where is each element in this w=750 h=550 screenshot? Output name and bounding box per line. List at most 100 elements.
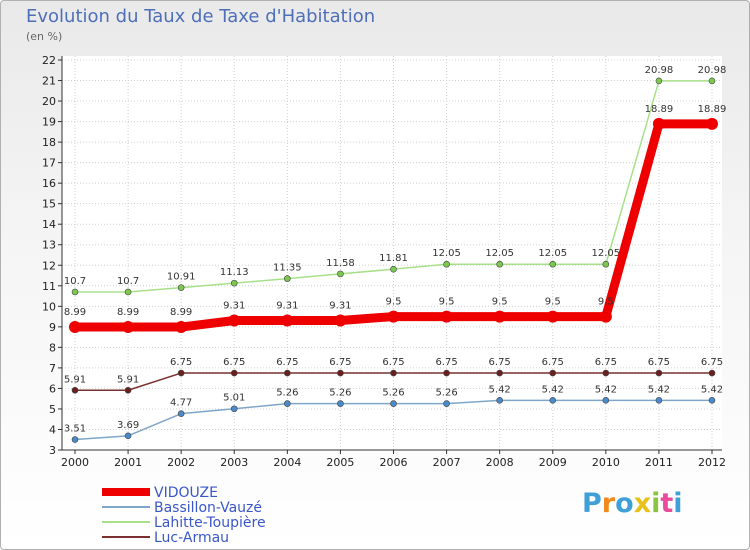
- data-label: 5.42: [701, 384, 723, 395]
- data-point: [71, 288, 79, 296]
- data-label: 11.58: [326, 258, 355, 269]
- logo-letter: i: [651, 488, 661, 519]
- data-label: 12.05: [538, 248, 567, 259]
- data-point: [284, 275, 291, 282]
- data-label: 10.91: [167, 272, 196, 283]
- data-point: [602, 397, 610, 404]
- data-label: 4.77: [170, 398, 192, 409]
- y-tick-label: 17: [42, 157, 56, 170]
- data-label: 6.75: [435, 357, 457, 368]
- legend-label: Lahitte-Toupière: [154, 515, 266, 531]
- data-point: [496, 397, 503, 404]
- data-label: 9.5: [598, 297, 614, 308]
- proxiti-logo: Proxiti: [582, 488, 683, 519]
- data-point: [387, 310, 400, 323]
- data-label: 3.69: [117, 420, 139, 431]
- data-point: [177, 369, 185, 377]
- data-point: [708, 369, 716, 377]
- data-label: 11.13: [220, 267, 249, 278]
- x-tick-label: 2010: [592, 456, 620, 469]
- data-label: 5.42: [648, 384, 670, 395]
- data-label: 10.7: [117, 276, 139, 287]
- data-label: 5.42: [542, 384, 564, 395]
- data-label: 6.75: [382, 357, 404, 368]
- data-point: [390, 400, 397, 407]
- data-point: [602, 369, 610, 377]
- data-label: 8.99: [170, 307, 192, 318]
- data-label: 5.01: [223, 393, 245, 404]
- data-point: [337, 369, 344, 377]
- y-tick-label: 6: [49, 382, 56, 395]
- data-point: [69, 321, 81, 334]
- data-point: [284, 369, 291, 377]
- data-label: 6.75: [701, 357, 723, 368]
- data-label: 5.26: [276, 388, 298, 399]
- data-point: [122, 321, 135, 334]
- data-label: 18.89: [645, 104, 674, 115]
- data-label: 12.05: [592, 248, 621, 259]
- x-tick-label: 2011: [645, 456, 673, 469]
- y-tick-label: 16: [42, 177, 56, 190]
- data-label: 9.5: [386, 297, 402, 308]
- logo-letter: x: [633, 488, 652, 519]
- data-label: 6.75: [489, 357, 511, 368]
- data-point: [230, 279, 238, 287]
- data-label: 5.91: [117, 374, 139, 385]
- y-tick-label: 10: [42, 300, 56, 313]
- data-label: 6.75: [170, 357, 192, 368]
- data-point: [655, 77, 663, 85]
- data-label: 5.91: [64, 374, 86, 385]
- data-point: [546, 310, 559, 323]
- x-tick-label: 2002: [167, 456, 195, 469]
- y-tick-label: 12: [42, 259, 56, 272]
- data-label: 10.7: [64, 276, 86, 287]
- data-label: 20.98: [645, 65, 674, 76]
- data-point: [390, 265, 397, 273]
- data-point: [602, 260, 610, 268]
- data-label: 5.26: [435, 388, 457, 399]
- logo-letter: i: [673, 488, 683, 519]
- data-point: [177, 284, 185, 291]
- data-point: [124, 386, 132, 394]
- data-point: [337, 270, 344, 278]
- data-point: [440, 310, 453, 323]
- data-label: 5.26: [382, 388, 404, 399]
- data-label: 6.75: [595, 357, 617, 368]
- data-point: [655, 369, 663, 377]
- data-label: 12.05: [485, 248, 514, 259]
- y-tick-label: 8: [49, 341, 56, 354]
- data-point: [652, 117, 665, 130]
- data-label: 5.42: [595, 384, 617, 395]
- data-point: [443, 369, 450, 377]
- data-label: 9.31: [329, 300, 351, 311]
- data-point: [337, 400, 344, 407]
- x-tick-label: 2000: [61, 456, 89, 469]
- x-tick-label: 2003: [220, 456, 248, 469]
- data-point: [655, 397, 663, 404]
- data-point: [175, 321, 188, 334]
- x-tick-label: 2007: [433, 456, 461, 469]
- data-label: 9.5: [492, 297, 508, 308]
- data-point: [549, 260, 557, 268]
- chart-title: Evolution du Taux de Taxe d'Habitation: [26, 6, 376, 27]
- data-point: [599, 310, 612, 323]
- x-tick-label: 2004: [273, 456, 301, 469]
- x-tick-label: 2006: [380, 456, 408, 469]
- x-tick-label: 2009: [539, 456, 567, 469]
- legend-label: Luc-Armau: [154, 530, 229, 546]
- data-label: 5.42: [489, 384, 511, 395]
- y-tick-label: 22: [42, 54, 56, 67]
- data-point: [71, 436, 79, 443]
- data-point: [124, 432, 132, 440]
- data-label: 11.81: [379, 253, 408, 264]
- data-label: 3.51: [64, 424, 86, 435]
- data-point: [549, 369, 557, 377]
- data-point: [443, 400, 450, 407]
- data-label: 9.31: [223, 300, 245, 311]
- data-label: 8.99: [64, 307, 86, 318]
- data-label: 11.35: [273, 263, 302, 274]
- data-point: [443, 260, 450, 268]
- chart-subtitle: (en %): [26, 30, 63, 43]
- y-tick-label: 14: [42, 218, 56, 231]
